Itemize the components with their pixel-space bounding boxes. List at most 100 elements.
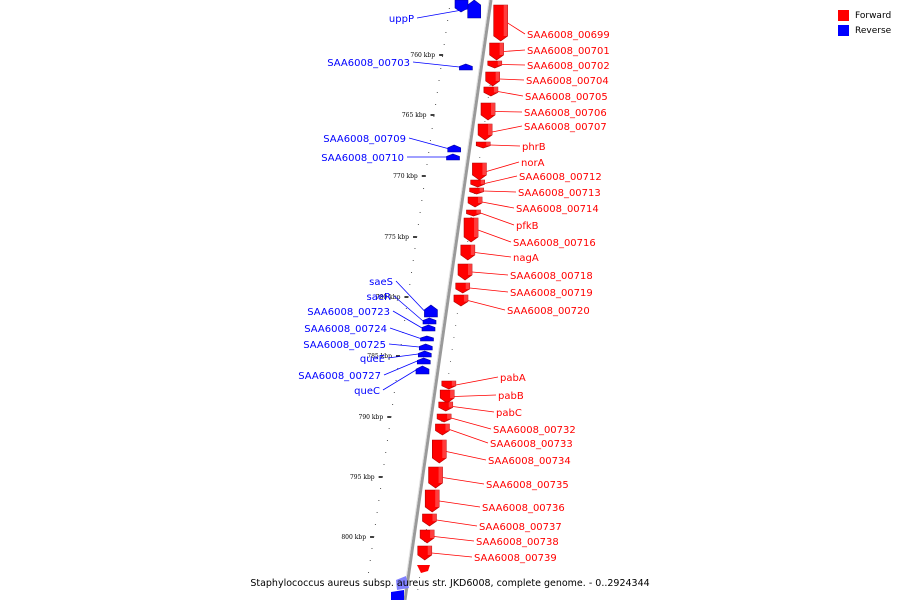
scale-minor-tick <box>435 104 437 105</box>
gene-label-forward[interactable]: pfkB <box>516 221 539 232</box>
gene-label-forward[interactable]: SAA6008_00732 <box>493 425 576 436</box>
gene-label-reverse[interactable]: SAA6008_00727 <box>298 371 381 382</box>
gene-reverse-SAA6008_00723[interactable] <box>421 324 436 332</box>
gene-reverse-SAA6008_00703[interactable] <box>459 63 473 71</box>
gene-label-forward[interactable]: SAA6008_00702 <box>527 61 610 72</box>
gene-reverse-saeS[interactable] <box>424 304 438 318</box>
gene-label-forward[interactable]: pabC <box>496 408 522 419</box>
gene-label-reverse[interactable]: SAA6008_00723 <box>307 307 390 318</box>
gene-label-reverse[interactable]: saeR <box>367 292 391 303</box>
gene-forward-shade <box>495 72 500 81</box>
gene-label-forward[interactable]: SAA6008_00720 <box>507 306 590 317</box>
scale-minor-tick <box>425 529 427 530</box>
gene-label-forward[interactable]: SAA6008_00706 <box>524 108 607 119</box>
gene-label-reverse[interactable]: queE <box>360 354 385 365</box>
gene-label-forward[interactable]: pabB <box>498 391 524 402</box>
gene-forward-shade <box>432 514 437 522</box>
gene-reverse-queE[interactable] <box>417 350 432 358</box>
scale-minor-tick <box>405 308 407 309</box>
gene-reverse-SAA6008_00725[interactable] <box>418 343 433 351</box>
gene-label-reverse[interactable]: SAA6008_00709 <box>323 134 406 145</box>
gene-leader-forward <box>495 111 523 113</box>
gene-reverse-uppP[interactable] <box>467 0 482 19</box>
gene-forward-shade <box>430 530 435 538</box>
gene-forward-shade <box>491 103 496 115</box>
gene-label-forward[interactable]: SAA6008_00735 <box>486 480 569 491</box>
scale-minor-tick <box>441 56 443 57</box>
scale-minor-tick <box>429 140 431 141</box>
gene-label-forward[interactable]: SAA6008_00714 <box>516 204 599 215</box>
gene-label-reverse[interactable]: SAA6008_00725 <box>303 340 386 351</box>
gene-label-forward[interactable]: phrB <box>522 142 546 153</box>
gene-label-forward[interactable]: SAA6008_00701 <box>527 46 610 57</box>
gene-label-forward[interactable]: SAA6008_00718 <box>510 271 593 282</box>
scale-minor-tick <box>386 440 388 441</box>
gene-label-forward[interactable]: SAA6008_00707 <box>524 122 607 133</box>
gene-label-forward[interactable]: SAA6008_00719 <box>510 288 593 299</box>
gene-leader-reverse <box>387 353 419 359</box>
scale-minor-tick <box>456 313 458 314</box>
gene-leader-forward <box>449 429 489 444</box>
gene-label-forward[interactable]: SAA6008_00705 <box>525 92 608 103</box>
scale-minor-tick <box>448 8 450 9</box>
gene-leader-reverse <box>383 360 418 376</box>
gene-forward-shade <box>478 197 483 203</box>
gene-forward-shade <box>445 424 450 431</box>
scale-minor-tick <box>441 421 443 422</box>
scale-minor-tick <box>385 452 387 453</box>
scale-minor-tick <box>376 512 378 513</box>
gene-label-forward[interactable]: pabA <box>500 373 526 384</box>
scale-minor-tick <box>404 320 406 321</box>
scale-minor-tick <box>438 80 440 81</box>
gene-label-forward[interactable]: SAA6008_00736 <box>482 503 565 514</box>
gene-leader-forward <box>439 500 481 508</box>
gene-reverse-queC[interactable] <box>415 365 430 375</box>
gene-label-forward[interactable]: norA <box>521 158 545 169</box>
gene-label-reverse[interactable]: SAA6008_00710 <box>321 153 404 164</box>
gene-label-reverse[interactable]: queC <box>354 386 380 397</box>
gene-label-forward[interactable]: nagA <box>513 253 539 264</box>
gene-label-forward[interactable]: SAA6008_00713 <box>518 188 601 199</box>
scale-minor-tick <box>453 337 455 338</box>
scale-minor-tick <box>451 349 453 350</box>
gene-forward-shade <box>497 61 502 66</box>
gene-label-forward[interactable]: SAA6008_00704 <box>526 76 609 87</box>
gene-reverse-SAA6008_00710[interactable] <box>446 153 460 161</box>
gene-label-forward[interactable]: SAA6008_00716 <box>513 238 596 249</box>
scale-minor-tick <box>374 524 376 525</box>
gene-reverse-saeR[interactable] <box>422 317 437 325</box>
gene-label-forward[interactable]: SAA6008_00733 <box>490 439 573 450</box>
gene-label-forward[interactable]: SAA6008_00737 <box>479 522 562 533</box>
gene-label-reverse[interactable]: saeS <box>369 277 393 288</box>
gene-forward-shade <box>479 188 484 192</box>
gene-label-forward[interactable]: SAA6008_00712 <box>519 172 602 183</box>
gene-reverse-SAA6008_00709[interactable] <box>447 144 462 153</box>
gene-reverse-SAA6008_00727[interactable] <box>416 357 431 365</box>
genome-backbone-shadow <box>402 0 490 600</box>
gene-label-reverse[interactable]: SAA6008_00703 <box>327 58 410 69</box>
scale-minor-tick <box>393 392 395 393</box>
gene-leader-forward <box>452 406 495 413</box>
gene-leader-forward <box>431 552 473 558</box>
gene-label-forward[interactable]: SAA6008_00738 <box>476 537 559 548</box>
scale-minor-tick <box>390 416 392 417</box>
gene-label-forward[interactable]: SAA6008_00734 <box>488 456 571 467</box>
gene-leader-forward <box>492 125 523 133</box>
gene-forward-shade <box>447 414 452 419</box>
gene-label-reverse[interactable]: SAA6008_00724 <box>304 324 387 335</box>
scale-minor-tick <box>487 97 489 98</box>
scale-minor-tick <box>447 20 449 21</box>
gene-leader-forward <box>501 64 526 66</box>
gene-forward-shade <box>493 87 498 93</box>
scale-tick-label: 785 kbp <box>367 353 392 360</box>
gene-label-forward[interactable]: SAA6008_00699 <box>527 30 610 41</box>
gene-forward-shade <box>468 264 473 275</box>
label-layer: SAA6008_00699 SAA6008_00701 SAA6008_00702 S… <box>298 8 610 564</box>
gene-forward-shade <box>476 210 481 214</box>
gene-forward-shade <box>427 546 432 555</box>
gene-label-reverse[interactable]: uppP <box>389 14 414 25</box>
gene-reverse-SAA6008_00724[interactable] <box>420 335 434 342</box>
gene-label-forward[interactable]: SAA6008_00739 <box>474 553 557 564</box>
scale-tick-label: 790 kbp <box>359 414 384 421</box>
